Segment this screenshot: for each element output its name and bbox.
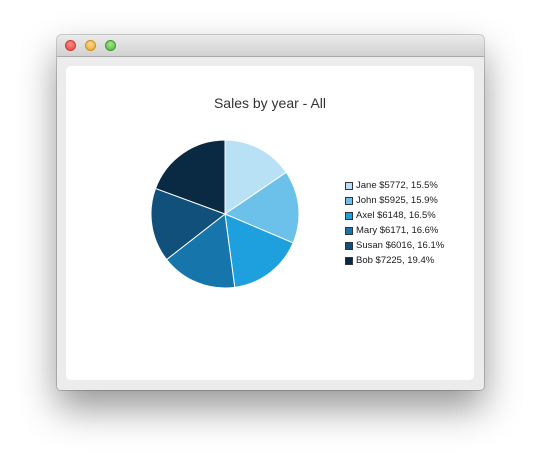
- app-window: Sales by year - All Jane $5772, 15.5% Joh…: [57, 35, 484, 390]
- chart-view: Sales by year - All Jane $5772, 15.5% Joh…: [66, 66, 474, 380]
- pie-slice-john[interactable]: [223, 171, 300, 244]
- window-content: Sales by year - All Jane $5772, 15.5% Joh…: [57, 57, 484, 390]
- legend-item-mary[interactable]: Mary $6171, 16.6%: [345, 223, 444, 238]
- legend-label: Axel $6148, 16.5%: [356, 210, 436, 221]
- legend-item-bob[interactable]: Bob $7225, 19.4%: [345, 253, 444, 268]
- legend-item-axel[interactable]: Axel $6148, 16.5%: [345, 208, 444, 223]
- legend-swatch: [345, 196, 353, 205]
- legend-swatch: [345, 211, 353, 220]
- legend-swatch: [345, 181, 353, 190]
- legend-swatch: [345, 226, 353, 235]
- legend-label: Bob $7225, 19.4%: [356, 255, 435, 266]
- chart-legend: Jane $5772, 15.5% John $5925, 15.9% Axel $…: [345, 178, 444, 268]
- legend-item-john[interactable]: John $5925, 15.9%: [345, 193, 444, 208]
- pie-slice-susan[interactable]: [150, 187, 227, 261]
- legend-swatch: [345, 241, 353, 250]
- minimize-window-button[interactable]: [85, 40, 96, 51]
- legend-label: John $5925, 15.9%: [356, 195, 438, 206]
- title-bar[interactable]: [57, 35, 484, 57]
- legend-label: Jane $5772, 15.5%: [356, 180, 438, 191]
- pie-chart: [150, 139, 300, 289]
- legend-item-susan[interactable]: Susan $6016, 16.1%: [345, 238, 444, 253]
- legend-label: Susan $6016, 16.1%: [356, 240, 445, 251]
- pie-slice-bob[interactable]: [154, 139, 226, 215]
- pie-slice-mary[interactable]: [165, 213, 236, 289]
- chart-title: Sales by year - All: [213, 95, 327, 111]
- pie-slice-jane[interactable]: [224, 139, 287, 215]
- maximize-window-button[interactable]: [105, 40, 116, 51]
- legend-swatch: [345, 256, 353, 265]
- legend-item-jane[interactable]: Jane $5772, 15.5%: [345, 178, 444, 193]
- pie-slice-axel[interactable]: [224, 213, 294, 288]
- close-window-button[interactable]: [65, 40, 76, 51]
- legend-label: Mary $6171, 16.6%: [356, 225, 439, 236]
